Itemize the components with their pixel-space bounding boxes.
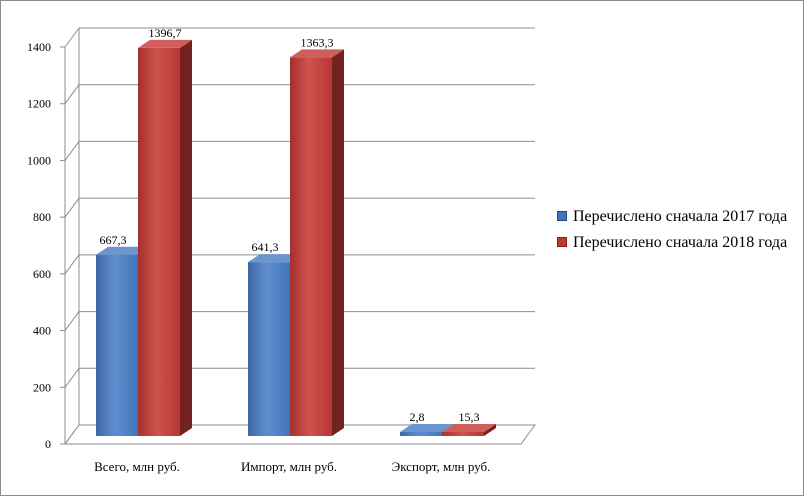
y-tick-label: 600 — [33, 267, 51, 281]
bar — [442, 432, 484, 436]
x-tick-label: Импорт, млн руб. — [241, 459, 337, 474]
legend-item-2018: Перечислено сначала 2018 года — [557, 231, 797, 255]
chart-floor — [64, 424, 536, 445]
legend-label-2017: Перечислено сначала 2017 года — [573, 208, 788, 225]
legend-label-2018: Перечислено сначала 2018 года — [573, 234, 788, 251]
legend: Перечислено сначала 2017 года Перечислен… — [557, 205, 797, 257]
gridline-side — [64, 311, 80, 331]
gridline-side — [64, 367, 80, 388]
y-tick-label: 0 — [45, 437, 51, 451]
y-tick-label: 200 — [33, 380, 51, 394]
legend-swatch-2017 — [557, 211, 567, 221]
y-tick-label: 1400 — [27, 40, 51, 54]
y-tick-label: 400 — [33, 324, 51, 338]
data-label: 2,8 — [410, 410, 425, 424]
bar-series — [96, 39, 496, 436]
data-label: 1396,7 — [149, 26, 182, 40]
bar-top — [138, 39, 192, 48]
bar-side — [332, 49, 344, 436]
bar — [290, 57, 332, 436]
y-axis: 0 200 400 600 800 1000 1200 1400 — [27, 40, 65, 451]
y-tick-label: 1000 — [27, 153, 51, 167]
bar-top — [400, 424, 454, 432]
bar-top — [442, 424, 496, 432]
gridline-side — [64, 141, 80, 161]
y-tick-label: 800 — [33, 210, 51, 224]
data-label: 15,3 — [459, 410, 480, 424]
bar-side — [180, 39, 192, 436]
bar — [96, 254, 138, 436]
bar-side — [484, 424, 496, 436]
y-tick-label: 1200 — [27, 97, 51, 111]
data-label: 667,3 — [100, 233, 127, 247]
gridline-side — [64, 27, 80, 48]
data-label: 641,3 — [252, 240, 279, 254]
bar — [138, 47, 180, 436]
bar — [400, 432, 442, 436]
gridline-side — [64, 254, 80, 275]
bar-top — [248, 254, 302, 263]
bar-top — [290, 49, 344, 58]
bar — [248, 262, 290, 436]
data-labels: 667,3 1396,7 641,3 1363,3 2,8 15,3 — [100, 26, 480, 424]
x-axis: Всего, млн руб. Импорт, млн руб. Экспорт, … — [94, 459, 490, 474]
data-label: 1363,3 — [301, 35, 334, 49]
legend-swatch-2018 — [557, 237, 567, 247]
gridline-side — [64, 197, 80, 218]
gridline-side — [64, 84, 80, 105]
legend-item-2017: Перечислено сначала 2017 года — [557, 205, 797, 229]
x-tick-label: Всего, млн руб. — [94, 459, 180, 474]
bar-top — [96, 246, 150, 255]
x-tick-label: Экспорт, млн руб. — [392, 459, 491, 474]
